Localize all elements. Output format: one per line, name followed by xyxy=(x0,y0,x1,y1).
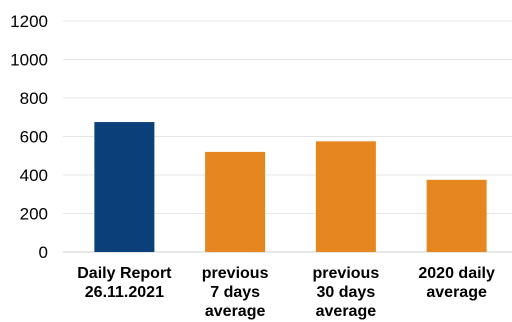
x-category-label-line: previous xyxy=(202,265,269,282)
bar xyxy=(205,151,266,252)
y-tick-label: 800 xyxy=(20,89,48,108)
y-tick-label: 1200 xyxy=(10,12,48,31)
x-category-label-line: average xyxy=(426,284,487,301)
bar xyxy=(315,141,376,252)
y-tick-label: 200 xyxy=(20,205,48,224)
x-category-label-line: previous xyxy=(313,265,380,282)
x-category-label-line: Daily Report xyxy=(77,265,172,282)
bar xyxy=(426,179,487,252)
x-category-label-line: 7 days xyxy=(210,284,260,301)
x-axis-category-labels: Daily Report 26.11.2021 previous 7 days aver… xyxy=(77,265,495,320)
bar xyxy=(94,122,155,252)
y-tick-label: 1000 xyxy=(10,51,48,70)
x-category-label: previous 30 days average xyxy=(313,265,380,320)
y-axis-tick-labels: 0 200 400 600 800 1000 1200 xyxy=(10,12,48,262)
x-category-label-line: average xyxy=(316,303,377,320)
y-tick-label: 600 xyxy=(20,128,48,147)
y-tick-label: 400 xyxy=(20,166,48,185)
x-category-label: previous 7 days average xyxy=(202,265,269,320)
x-category-label-line: 2020 daily xyxy=(418,265,495,282)
x-category-label-line: 26.11.2021 xyxy=(85,284,164,301)
x-category-label-line: average xyxy=(205,303,266,320)
y-tick-label: 0 xyxy=(39,243,48,262)
x-category-label: Daily Report 26.11.2021 xyxy=(77,265,172,301)
x-category-label-line: 30 days xyxy=(317,284,376,301)
bars xyxy=(94,122,487,252)
x-category-label: 2020 daily average xyxy=(418,265,495,301)
